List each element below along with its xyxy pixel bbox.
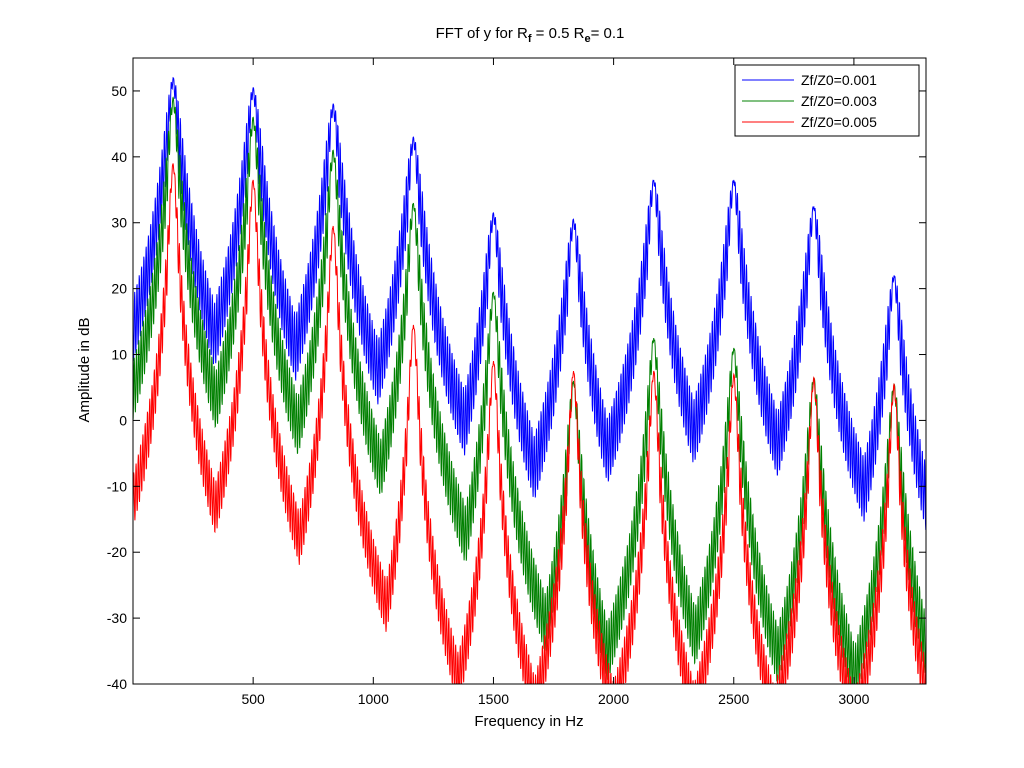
y-axis: 50 40 30 20 10 0 -10 -20 -30 -40 (107, 83, 926, 692)
chart-title: FFT of y for Rf = 0.5 Re= 0.1 (436, 25, 625, 45)
x-axis: 500 1000 1500 2000 2500 3000 (241, 58, 870, 707)
plot-frame (132, 57, 927, 685)
series-line-1 (133, 76, 926, 531)
x-tick-label: 1500 (478, 691, 509, 707)
x-tick-label: 3000 (838, 691, 869, 707)
series-line-2 (133, 96, 926, 684)
y-tick-label: 0 (119, 412, 127, 428)
legend-label-series-3: Zf/Z0=0.005 (801, 114, 877, 130)
y-tick-label: -20 (107, 544, 127, 560)
y-tick-label: 30 (111, 215, 127, 231)
y-tick-label: -40 (107, 676, 127, 692)
x-tick-label: 2000 (598, 691, 629, 707)
legend: Zf/Z0=0.001 Zf/Z0=0.003 Zf/Z0=0.005 (734, 64, 920, 137)
y-tick-label: 20 (111, 281, 127, 297)
y-axis-label: Amplitude in dB (76, 317, 93, 422)
x-tick-label: 2500 (718, 691, 749, 707)
y-tick-label: -30 (107, 610, 127, 626)
series-line-3 (133, 163, 926, 684)
y-tick-label: -10 (107, 478, 127, 494)
y-tick-label: 40 (111, 149, 127, 165)
x-tick-label: 500 (241, 691, 265, 707)
series-layer (133, 76, 926, 684)
legend-label-series-1: Zf/Z0=0.001 (801, 72, 877, 88)
y-tick-label: 10 (111, 347, 127, 363)
legend-label-series-2: Zf/Z0=0.003 (801, 93, 877, 109)
x-tick-label: 1000 (358, 691, 389, 707)
y-tick-label: 50 (111, 83, 127, 99)
x-axis-label: Frequency in Hz (474, 713, 583, 730)
